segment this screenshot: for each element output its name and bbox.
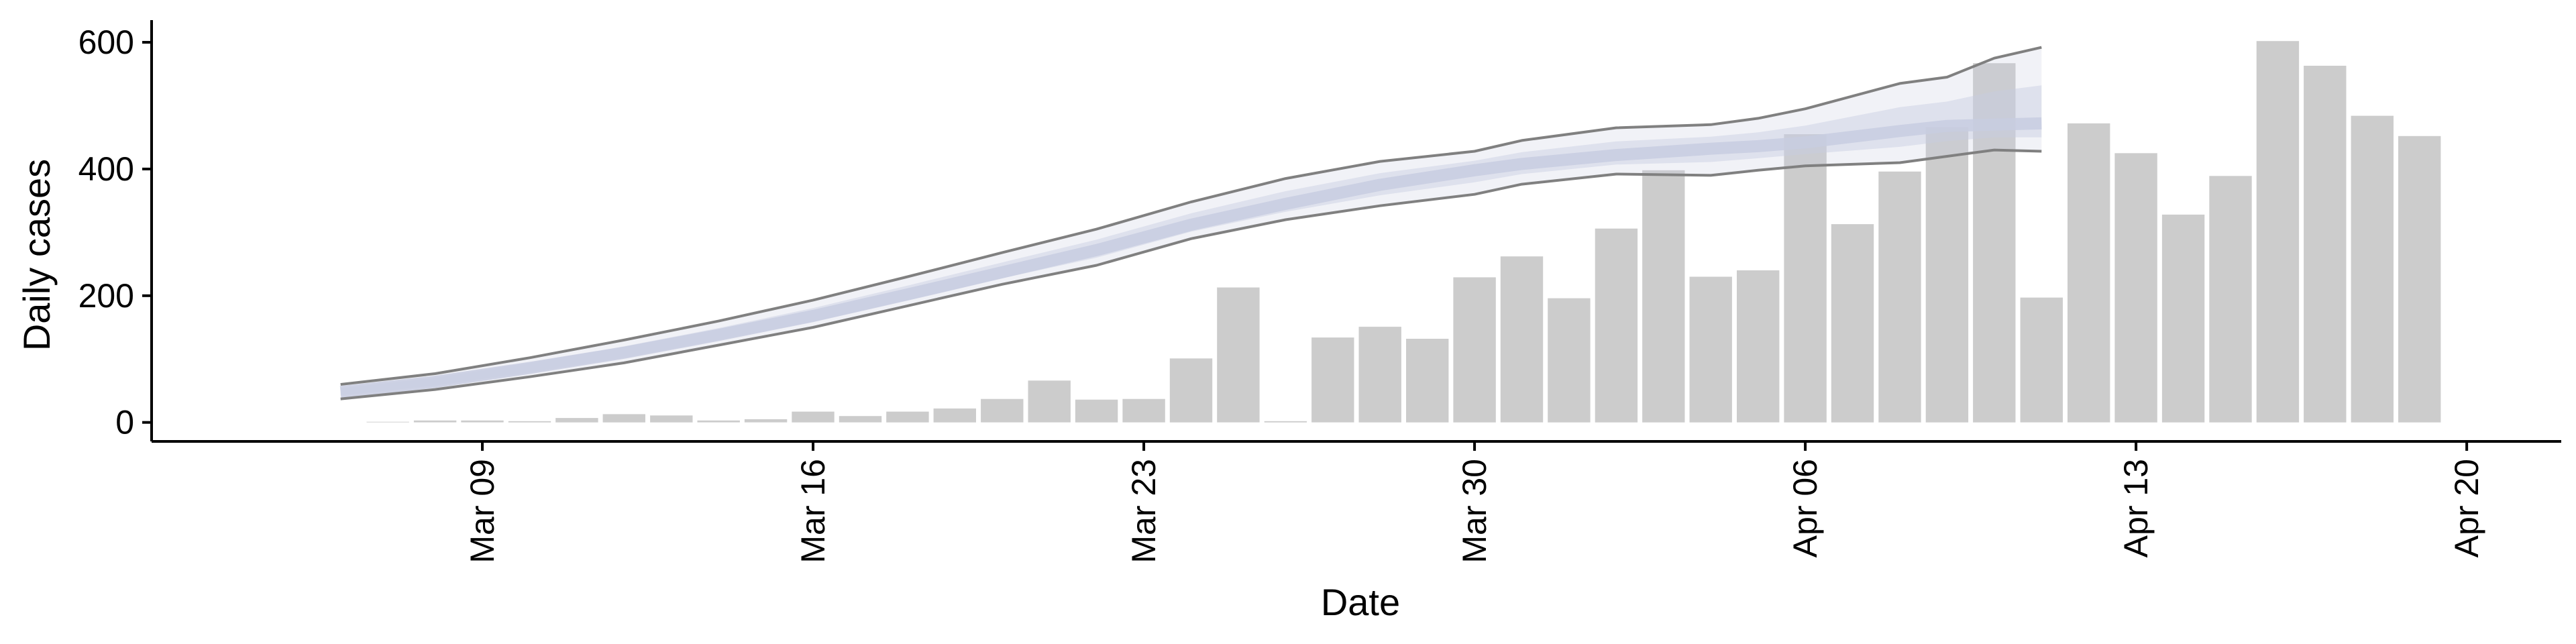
x-tick-label-2020-03-09: Mar 09 [464, 459, 501, 564]
bar-2020-03-21 [1028, 380, 1071, 423]
x-axis-title: Date [1321, 581, 1400, 623]
bar-2020-03-23 [1122, 398, 1165, 423]
bar-2020-03-30 [1453, 277, 1496, 423]
bar-2020-03-27 [1311, 337, 1354, 423]
bar-2020-03-16 [792, 411, 835, 423]
y-tick-label-600: 600 [78, 23, 134, 61]
bar-2020-04-16 [2256, 41, 2300, 423]
bar-2020-04-18 [2351, 115, 2394, 423]
bar-2020-03-26 [1264, 421, 1307, 423]
bar-2020-04-11 [2020, 297, 2063, 423]
bar-2020-04-17 [2304, 66, 2347, 423]
bar-2020-04-06 [1784, 134, 1827, 423]
bar-2020-04-19 [2398, 136, 2441, 423]
bar-2020-04-04 [1689, 276, 1732, 423]
estimate-median-line [339, 117, 2042, 398]
y-tick-label-200: 200 [78, 277, 134, 315]
bar-2020-03-18 [886, 411, 929, 423]
y-axis-title: Daily cases [15, 159, 58, 351]
bar-2020-03-15 [744, 419, 788, 423]
bar-2020-03-14 [697, 420, 740, 423]
x-tick-label-2020-04-20: Apr 20 [2448, 459, 2485, 557]
estimate-lower-line [340, 148, 2042, 400]
bar-2020-04-05 [1737, 270, 1780, 423]
x-tick-label-2020-03-16: Mar 16 [794, 459, 832, 564]
x-tick-label-2020-04-13: Apr 13 [2117, 459, 2155, 557]
bar-2020-04-12 [2068, 123, 2110, 423]
bar-2020-04-15 [2209, 176, 2252, 423]
x-tick-label-2020-03-23: Mar 23 [1125, 459, 1163, 564]
bar-2020-03-25 [1217, 287, 1260, 423]
y-tick-label-400: 400 [78, 150, 134, 188]
bar-2020-03-24 [1169, 358, 1213, 423]
bar-2020-04-03 [1642, 170, 1685, 423]
estimate-layer [339, 46, 2042, 400]
x-tick-label-2020-03-30: Mar 30 [1456, 459, 1493, 564]
bar-2020-03-09 [461, 420, 504, 423]
bar-2020-03-22 [1075, 399, 1118, 423]
axes-layer [150, 20, 2561, 443]
bar-2020-03-10 [508, 421, 551, 423]
bar-2020-03-08 [413, 420, 457, 423]
bar-2020-04-09 [1925, 127, 1969, 423]
bar-2020-03-31 [1500, 256, 1544, 423]
bar-2020-03-17 [839, 416, 882, 423]
estimate-upper-line [340, 46, 2042, 386]
bar-2020-03-13 [650, 415, 693, 423]
x-ticks: Mar 09 Mar 16 Mar 23 Mar 30 Apr 06 Apr 13 Apr … [464, 441, 2485, 564]
bar-2020-04-01 [1548, 298, 1591, 423]
bars-layer [366, 41, 2441, 423]
y-tick-label-0: 0 [115, 404, 134, 441]
bar-2020-03-11 [555, 418, 598, 423]
bar-2020-03-20 [981, 398, 1024, 423]
bar-2020-04-02 [1595, 228, 1638, 423]
bar-2020-03-12 [602, 414, 645, 423]
bar-2020-03-07 [366, 421, 409, 423]
bar-2020-04-14 [2161, 214, 2205, 423]
x-tick-label-2020-04-06: Apr 06 [1786, 459, 1824, 557]
bar-2020-04-07 [1831, 224, 1874, 423]
bar-2020-03-28 [1358, 327, 1401, 423]
estimate-inner-band [340, 85, 2042, 396]
bar-2020-03-29 [1406, 339, 1449, 423]
bar-2020-04-08 [1878, 171, 1921, 423]
bar-2020-03-19 [933, 408, 976, 423]
bar-2020-04-13 [2114, 153, 2157, 423]
y-ticks: 0 200 400 600 [78, 23, 152, 441]
